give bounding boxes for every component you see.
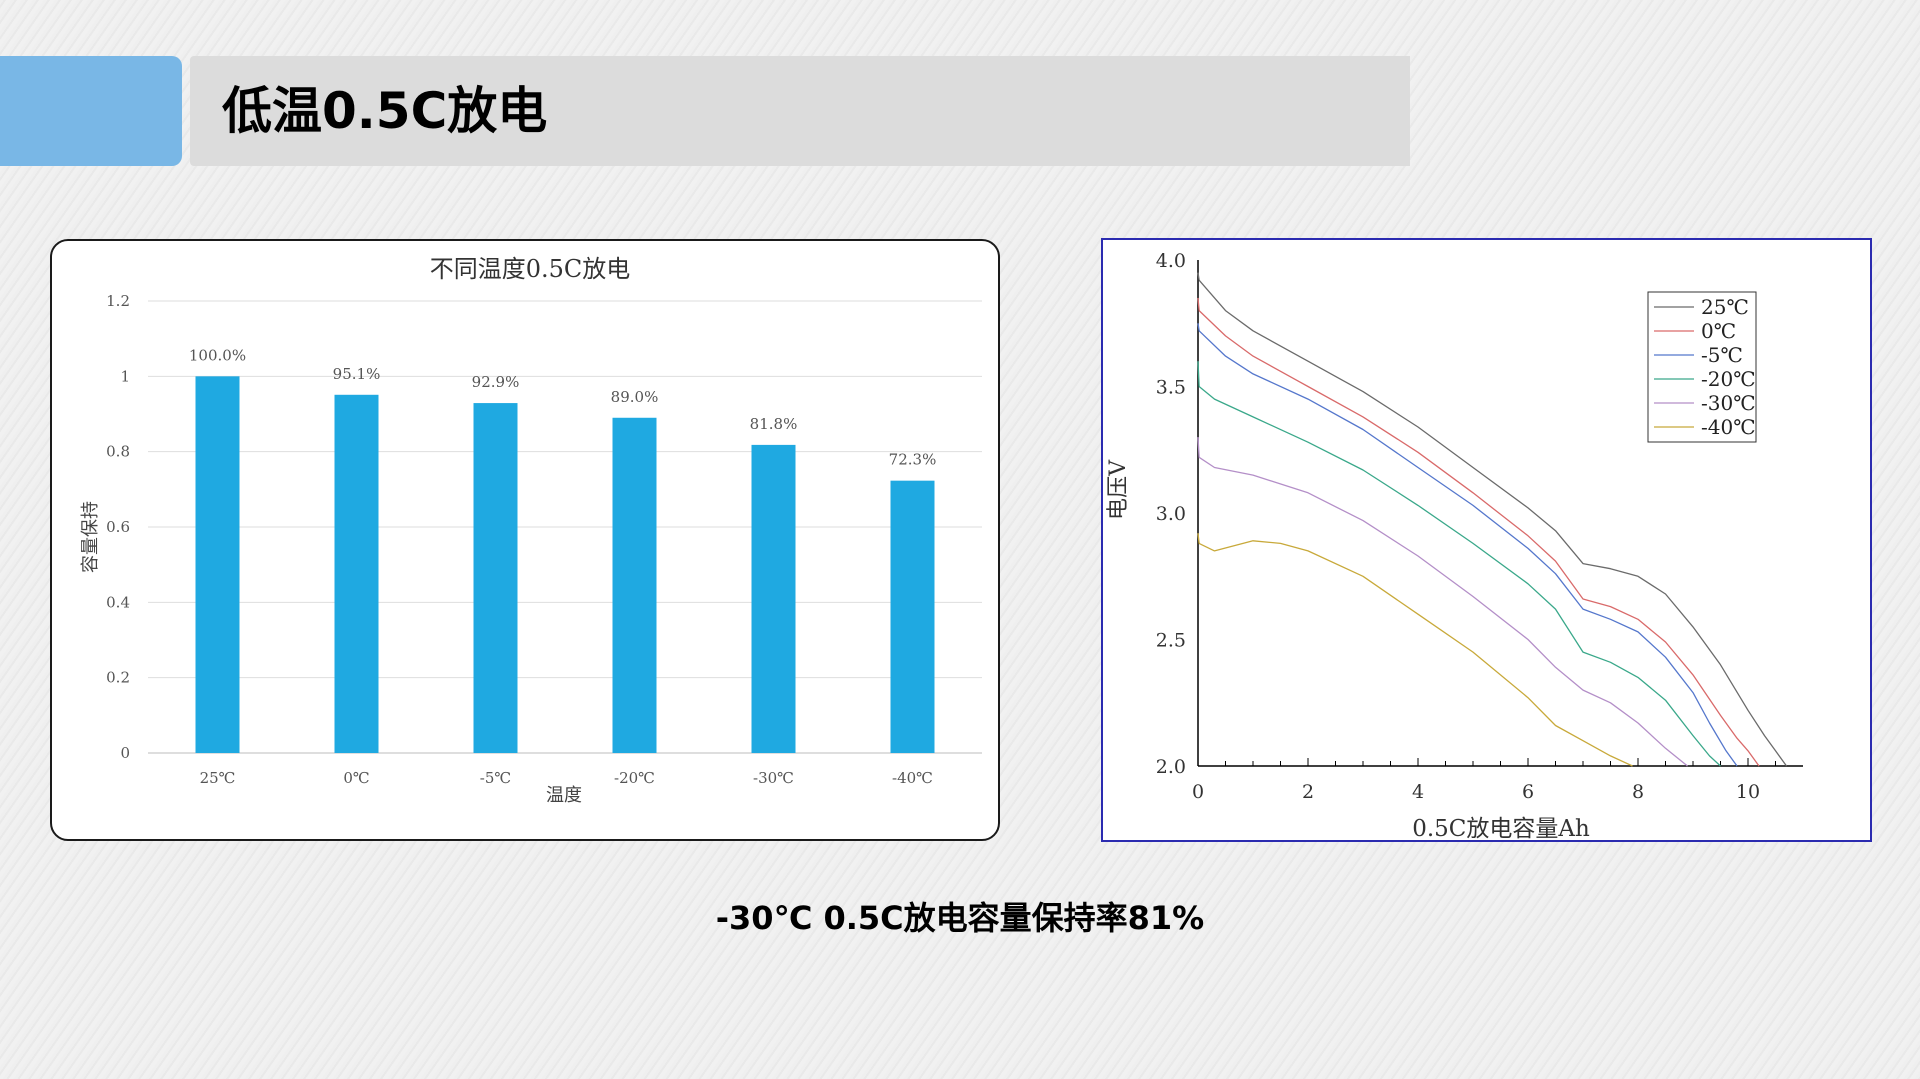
bar — [195, 376, 240, 753]
bar-data-label: 81.8% — [750, 415, 798, 433]
bar-chart-x-tick-label: -30℃ — [753, 769, 794, 787]
bar-data-label: 89.0% — [611, 388, 659, 406]
bar-chart-panel: 不同温度0.5C放电 温度 容量保持 0 0.2 0.4 0.6 0.8 1 1.2 100.… — [50, 239, 1000, 841]
line-chart-panel: 0.5C放电容量Ah 电压V 0 2 4 6 8 10 2.0 2.5 3.0 3.5 4.0 25℃… — [1101, 238, 1872, 842]
bar-chart-y-tick-label: 1 — [120, 367, 130, 385]
legend-entry-label: -5℃ — [1701, 343, 1743, 367]
bar — [473, 403, 518, 753]
legend-entry-label: -30℃ — [1701, 391, 1756, 415]
line-chart-x-axis-label: 0.5C放电容量Ah — [1412, 816, 1590, 840]
bar-chart-x-tick-label: -5℃ — [480, 769, 511, 787]
bar-chart-x-tick-label: -20℃ — [614, 769, 655, 787]
bar-chart-x-tick-label: 0℃ — [343, 769, 369, 787]
title-bar — [190, 56, 1410, 166]
legend-entry-label: 25℃ — [1701, 295, 1749, 319]
line-chart-y-tick-label: 3.5 — [1156, 377, 1186, 399]
line-chart-x-tick-label: 8 — [1632, 781, 1644, 803]
bar-chart-x-tick-label: -40℃ — [892, 769, 933, 787]
bar-data-label: 92.9% — [472, 373, 520, 391]
bar-chart: 不同温度0.5C放电 温度 容量保持 0 0.2 0.4 0.6 0.8 1 1.2 100.… — [80, 255, 982, 806]
bar — [890, 480, 935, 753]
line-chart: 0.5C放电容量Ah 电压V 0 2 4 6 8 10 2.0 2.5 3.0 3.5 4.0 25℃… — [1106, 250, 1803, 842]
line-series-5 — [1197, 533, 1633, 767]
bar — [751, 444, 796, 753]
line-series-4 — [1197, 437, 1688, 767]
line-chart-y-tick-label: 2.0 — [1156, 756, 1186, 778]
bar-chart-y-tick-label: 0 — [120, 744, 130, 762]
line-chart-y-tick-label: 3.0 — [1156, 503, 1186, 525]
bar-chart-y-tick-label: 1.2 — [106, 292, 130, 310]
line-chart-legend — [1647, 291, 1757, 443]
line-chart-y-tick-label: 2.5 — [1156, 630, 1186, 652]
caption: -30℃ 0.5C放电容量保持率81% — [715, 899, 1205, 937]
line-chart-x-tick-label: 0 — [1192, 781, 1204, 803]
bar-chart-x-axis-label: 温度 — [546, 785, 582, 806]
bar-data-label: 95.1% — [333, 365, 381, 383]
line-series-0 — [1197, 272, 1788, 767]
bar-data-label: 72.3% — [889, 451, 937, 469]
line-chart-y-tick-label: 4.0 — [1156, 250, 1186, 272]
line-chart-x-tick-label: 4 — [1412, 781, 1424, 803]
bar-chart-x-tick-label: 25℃ — [200, 769, 236, 787]
bar-chart-y-axis-label: 容量保持 — [80, 501, 101, 573]
title-accent-block — [0, 56, 182, 166]
page-title: 低温0.5C放电 — [222, 82, 548, 140]
bar — [334, 394, 379, 753]
bar-chart-y-tick-label: 0.4 — [106, 593, 130, 611]
legend-entry-label: -40℃ — [1701, 415, 1756, 439]
bar-data-label: 100.0% — [189, 346, 246, 364]
legend-entry-label: -20℃ — [1701, 367, 1756, 391]
bar — [612, 417, 657, 753]
bar-chart-y-tick-label: 0.6 — [106, 518, 130, 536]
line-chart-x-tick-label: 2 — [1302, 781, 1314, 803]
line-series-3 — [1197, 361, 1721, 767]
line-series-2 — [1197, 323, 1738, 767]
line-chart-x-tick-label: 6 — [1522, 781, 1534, 803]
line-chart-x-tick-label: 10 — [1736, 781, 1760, 803]
bar-chart-y-tick-label: 0.8 — [106, 443, 130, 461]
line-chart-y-axis-label: 电压V — [1106, 459, 1131, 520]
bar-chart-y-tick-label: 0.2 — [106, 669, 130, 687]
bar-chart-title: 不同温度0.5C放电 — [430, 255, 631, 283]
line-series-1 — [1197, 297, 1760, 767]
legend-entry-label: 0℃ — [1701, 319, 1736, 343]
